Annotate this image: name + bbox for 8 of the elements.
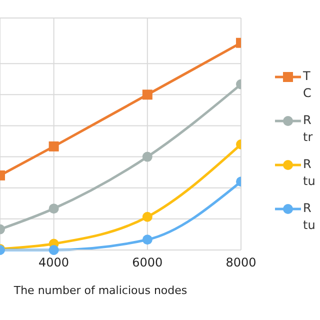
x-tick-label: 6000 — [132, 256, 163, 270]
legend-label: R tr — [303, 112, 313, 146]
x-axis-title: The number of malicious nodes — [12, 284, 188, 297]
legend-label: R tu — [303, 200, 316, 234]
x-tick-label: 4000 — [38, 256, 70, 270]
legend-label: R tu — [303, 156, 316, 190]
legend-label: T C — [303, 68, 312, 102]
x-tick-label: 8000 — [226, 256, 256, 270]
